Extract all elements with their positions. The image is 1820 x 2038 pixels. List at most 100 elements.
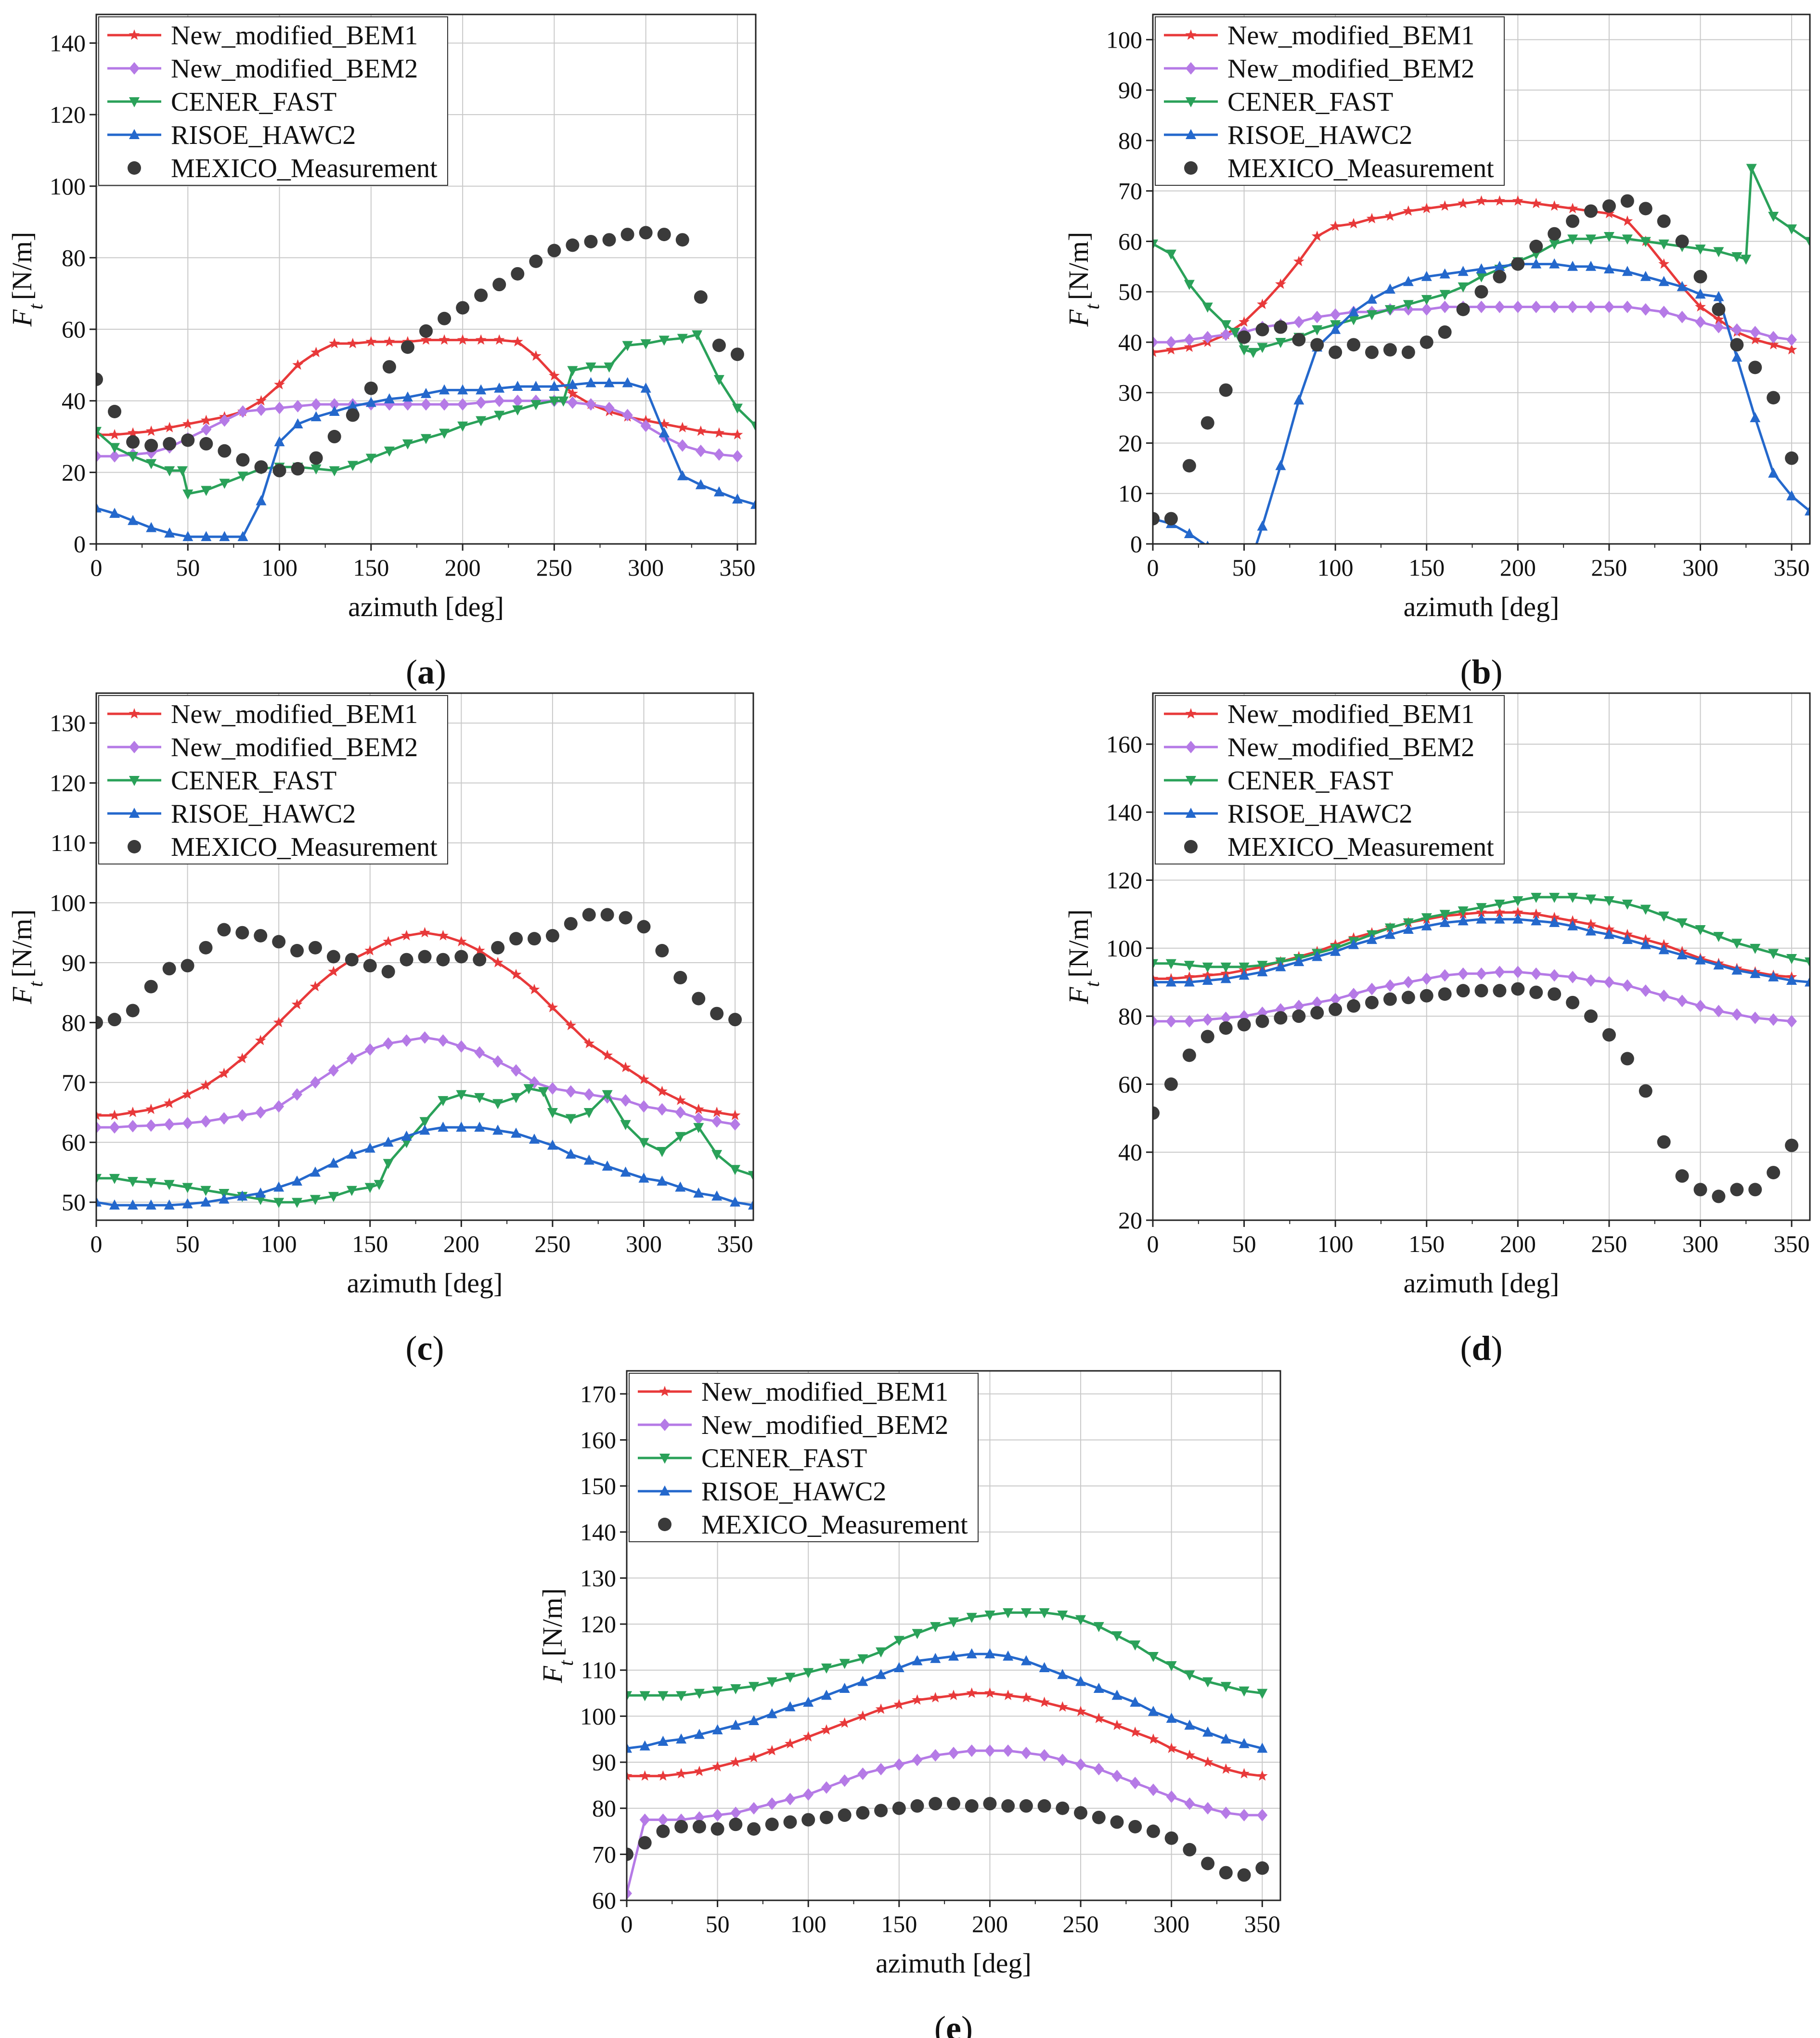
series-marker-point-6 xyxy=(1255,1014,1269,1028)
series-marker-point-12 xyxy=(1365,345,1379,359)
series-marker-point-4 xyxy=(694,1766,705,1776)
series-marker-point-13 xyxy=(328,966,339,977)
series-marker-point-20 xyxy=(438,1096,449,1107)
series-marker-point-35 xyxy=(729,1109,741,1120)
series-marker-point-14 xyxy=(346,408,360,422)
series-marker-point-13 xyxy=(328,1192,339,1202)
y-tick-label: 70 xyxy=(62,1069,86,1096)
series-marker-point-7 xyxy=(749,1715,760,1725)
series-marker-point-15 xyxy=(364,1043,375,1056)
series-marker-point-25 xyxy=(1602,199,1616,213)
series-marker-point-27 xyxy=(558,396,569,407)
y-tick-label: 110 xyxy=(581,1657,616,1684)
series-marker-point-25 xyxy=(547,1002,558,1012)
series-marker-point-2 xyxy=(656,1824,670,1838)
y-tick-label: 80 xyxy=(1118,127,1142,154)
legend-entry-risoe-hawc2: RISOE_HAWC2 xyxy=(638,1477,886,1507)
series-marker-point-30 xyxy=(602,1090,613,1100)
series-marker-point-31 xyxy=(620,1120,631,1130)
series-marker-point-5 xyxy=(177,466,188,477)
plot-area xyxy=(1153,892,1810,1203)
series-marker-point-17 xyxy=(401,929,412,941)
x-tick-label: 100 xyxy=(790,1910,826,1937)
series-marker-point-25 xyxy=(1567,234,1578,245)
series-marker-point-24 xyxy=(1549,239,1560,250)
x-tick-label: 0 xyxy=(90,1230,103,1257)
series-marker-point-24 xyxy=(530,380,542,391)
series-marker-point-11 xyxy=(292,400,303,413)
series-marker-point-14 xyxy=(1403,205,1414,216)
series-marker-point-19 xyxy=(436,953,450,967)
y-tick-label: 100 xyxy=(50,173,86,200)
series-marker-point-3 xyxy=(146,522,157,532)
series-marker-point-11 xyxy=(290,944,304,958)
legend: New_modified_BEM1New_modified_BEM2CENER_… xyxy=(629,1373,979,1542)
series-marker-point-31 xyxy=(1713,321,1724,334)
series-marker-point-33 xyxy=(1748,1183,1762,1197)
series-marker-point-31 xyxy=(1695,288,1706,299)
series-marker-point-21 xyxy=(474,288,488,302)
series-marker-point-25 xyxy=(1603,207,1615,219)
y-tick-label: 20 xyxy=(62,459,86,486)
series-marker-point-9 xyxy=(256,403,267,416)
legend-label: New_modified_BEM1 xyxy=(171,699,418,729)
series-marker-point-20 xyxy=(984,1687,995,1698)
series-marker-point-23 xyxy=(511,1064,522,1077)
series-marker-point-5 xyxy=(1237,1018,1251,1032)
series-marker-point-8 xyxy=(237,1109,248,1122)
series-marker-point-30 xyxy=(1695,301,1706,312)
series-marker-point-28 xyxy=(1658,989,1669,1002)
series-marker-point-27 xyxy=(583,1037,595,1048)
series-marker-point-23 xyxy=(1566,995,1580,1009)
series-marker-point-1 xyxy=(1164,1077,1178,1091)
series-marker-point-15 xyxy=(893,1636,904,1646)
series-marker-point-20 xyxy=(984,1648,995,1659)
series-marker-point-19 xyxy=(438,1122,449,1132)
series-marker-point-34 xyxy=(1239,1768,1250,1779)
series-marker-point-0 xyxy=(96,502,102,513)
series-marker-point-19 xyxy=(966,1648,977,1659)
series-marker-point-31 xyxy=(657,1085,668,1096)
series-marker-point-26 xyxy=(567,379,578,389)
axes-frame xyxy=(1152,13,1811,545)
series-marker-point-25 xyxy=(1586,260,1596,271)
series-marker-point-16 xyxy=(1438,325,1452,339)
legend-entry-new-modified-bem1: New_modified_BEM1 xyxy=(107,699,418,729)
series-marker-point-31 xyxy=(1712,302,1726,316)
series-marker-point-0 xyxy=(96,1109,102,1120)
series-marker-point-2 xyxy=(1184,961,1195,971)
series-marker-point-4 xyxy=(1219,383,1233,397)
series-marker-point-31 xyxy=(622,341,633,351)
series-marker-point-33 xyxy=(694,290,708,304)
series-marker-point-24 xyxy=(529,254,543,268)
series-marker-point-16 xyxy=(912,1629,923,1639)
series-marker-point-4 xyxy=(163,437,177,451)
series-marker-point-24 xyxy=(1057,1754,1068,1767)
series-marker-point-15 xyxy=(1421,913,1432,924)
series-marker-point-0 xyxy=(96,1174,102,1184)
x-tick-label: 300 xyxy=(626,1230,662,1257)
series-marker-point-15 xyxy=(363,959,377,973)
series-marker-point-13 xyxy=(1367,293,1377,304)
series-marker-point-36 xyxy=(748,1199,753,1210)
series-marker-point-14 xyxy=(347,337,359,348)
series-marker-point-35 xyxy=(693,1123,704,1134)
x-tick-label: 150 xyxy=(1408,554,1445,581)
series-marker-point-18 xyxy=(419,1124,430,1135)
series-marker-point-28 xyxy=(602,1049,613,1060)
x-tick-label: 50 xyxy=(1232,1230,1256,1257)
legend: New_modified_BEM1New_modified_BEM2CENER_… xyxy=(98,16,448,186)
series-marker-point-0 xyxy=(96,450,102,463)
series-marker-point-1 xyxy=(107,1013,121,1027)
series-marker-point-21 xyxy=(473,953,487,967)
x-tick-label: 250 xyxy=(1591,1230,1627,1257)
x-axis-title: azimuth [deg] xyxy=(1404,591,1560,622)
x-axis-title: azimuth [deg] xyxy=(348,591,504,622)
series-marker-point-16 xyxy=(384,393,395,403)
series-marker-point-36 xyxy=(713,375,724,386)
series-marker-point-20 xyxy=(457,398,468,411)
series-marker-point-26 xyxy=(565,1148,576,1159)
series-marker-point-31 xyxy=(1713,959,1724,970)
series-marker-point-6 xyxy=(1239,345,1250,356)
series-marker-point-18 xyxy=(1476,195,1487,206)
